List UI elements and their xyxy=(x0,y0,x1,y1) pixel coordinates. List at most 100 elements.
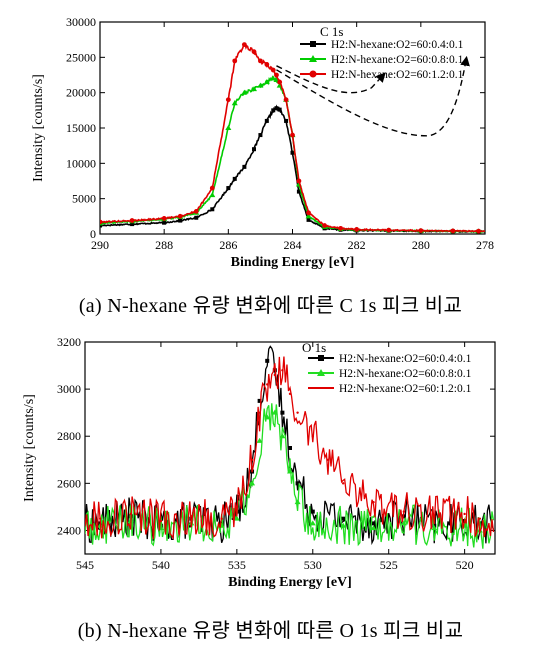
chart-title: O 1s xyxy=(302,340,326,355)
x-tick-label: 525 xyxy=(380,558,398,572)
x-tick-label: 282 xyxy=(348,238,366,252)
data-point xyxy=(264,118,269,123)
y-tick-label: 10000 xyxy=(66,156,96,170)
legend-label: H2:N-hexane:O2=60:1.2:0.1 xyxy=(339,383,472,395)
data-point xyxy=(129,512,132,516)
data-point xyxy=(287,468,293,474)
y-tick-label: 20000 xyxy=(66,86,96,100)
data-point xyxy=(309,520,316,526)
y-tick-label: 15000 xyxy=(66,121,96,135)
data-point xyxy=(273,373,277,377)
data-point xyxy=(306,210,311,216)
legend-label: H2:N-hexane:O2=60:1.2:0.1 xyxy=(331,69,464,81)
annotation-arrow xyxy=(276,55,470,137)
data-point xyxy=(130,222,135,227)
data-point xyxy=(231,100,238,106)
x-axis-label: Binding Energy [eV] xyxy=(231,255,355,270)
data-point xyxy=(270,67,276,73)
data-point xyxy=(305,213,312,219)
data-point xyxy=(242,164,247,169)
data-point xyxy=(371,521,376,526)
chart-title: C 1s xyxy=(320,24,343,39)
data-point xyxy=(252,147,256,152)
data-point xyxy=(400,520,407,526)
legend-label: H2:N-hexane:O2=60:0.4:0.1 xyxy=(339,353,472,365)
data-point xyxy=(258,411,261,414)
x-tick-label: 280 xyxy=(412,238,430,252)
data-point xyxy=(401,514,406,519)
data-point xyxy=(266,383,269,386)
data-point xyxy=(280,410,285,415)
data-point xyxy=(258,133,263,138)
data-point xyxy=(322,223,327,228)
data-point xyxy=(235,505,239,509)
data-point xyxy=(256,437,263,443)
data-point xyxy=(274,72,279,78)
data-point xyxy=(341,482,345,485)
data-point xyxy=(162,220,167,225)
data-point xyxy=(450,228,456,234)
series-line xyxy=(100,104,485,234)
y-tick-label: 25000 xyxy=(66,50,96,64)
data-point xyxy=(161,216,167,221)
x-tick-label: 540 xyxy=(152,558,170,572)
legend-marker xyxy=(317,369,325,376)
data-point xyxy=(194,215,199,220)
y-tick-label: 2400 xyxy=(57,523,81,537)
x-tick-label: 520 xyxy=(456,558,474,572)
data-point xyxy=(310,509,315,514)
data-point xyxy=(265,358,270,363)
data-point xyxy=(232,176,237,181)
y-tick-label: 3000 xyxy=(57,382,81,396)
caption-b: (b) N-hexane 유량 변화에 따른 O 1s 피크 비교 xyxy=(77,620,464,642)
data-point xyxy=(338,225,344,231)
x-axis-label: Binding Energy [eV] xyxy=(228,575,352,590)
x-tick-label: 535 xyxy=(228,558,246,572)
data-point xyxy=(270,75,277,81)
data-point xyxy=(296,189,301,194)
caption-a: (a) N-hexane 유량 변화에 따른 C 1s 피크 비교 xyxy=(78,295,463,317)
data-point xyxy=(283,97,289,103)
data-point xyxy=(340,522,347,528)
data-point xyxy=(284,118,289,123)
data-point xyxy=(257,82,264,88)
data-point xyxy=(100,223,102,228)
data-point xyxy=(386,227,392,233)
x-tick-label: 530 xyxy=(304,558,322,572)
data-point xyxy=(241,89,248,95)
data-point xyxy=(258,58,263,64)
data-point xyxy=(193,208,199,214)
chart-c1s: 290 288 286 284 282 280 278 0 5000 10000 15000 2000… xyxy=(31,15,494,270)
legend-label: H2:N-hexane:O2=60:0.4:0.1 xyxy=(331,39,464,51)
data-point xyxy=(177,213,183,219)
legend-marker xyxy=(318,355,324,361)
data-point xyxy=(296,178,302,184)
data-point xyxy=(433,515,436,518)
data-point xyxy=(402,510,406,513)
x-tick-label: 278 xyxy=(476,238,494,252)
data-point xyxy=(274,106,279,111)
data-point xyxy=(210,207,215,212)
y-tick-label: 2800 xyxy=(57,429,81,443)
legend-label: H2:N-hexane:O2=60:0.8:0.1 xyxy=(339,368,472,380)
data-point xyxy=(418,228,424,234)
data-point xyxy=(209,185,215,191)
data-point xyxy=(290,132,295,138)
data-point xyxy=(225,125,232,130)
data-point xyxy=(251,49,257,55)
data-point xyxy=(476,228,481,234)
data-point xyxy=(264,414,271,420)
data-point xyxy=(431,525,438,531)
data-point xyxy=(226,186,231,191)
y-tick-label: 2600 xyxy=(57,476,81,490)
data-point xyxy=(290,150,295,155)
data-point xyxy=(209,192,216,198)
data-point xyxy=(100,219,103,225)
data-point xyxy=(232,58,238,64)
data-point xyxy=(295,481,300,486)
y-tick-label: 0 xyxy=(90,227,96,241)
legend-label: H2:N-hexane:O2=60:0.8:0.1 xyxy=(331,54,464,66)
data-point xyxy=(279,433,286,439)
data-point xyxy=(225,97,231,103)
